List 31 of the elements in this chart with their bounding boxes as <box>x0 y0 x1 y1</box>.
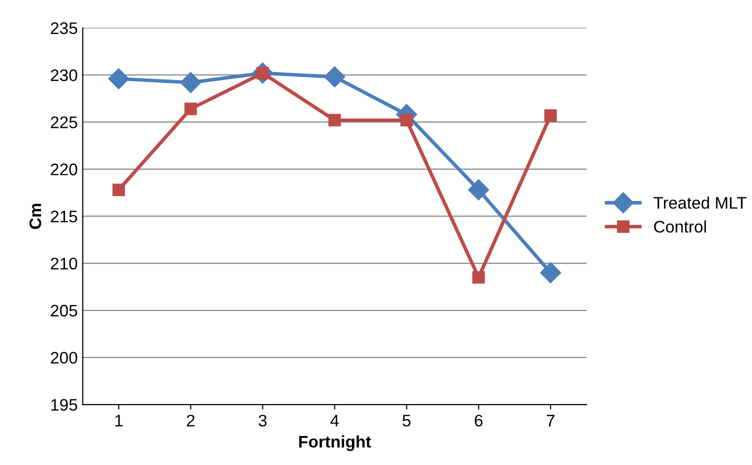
x-tick-label: 7 <box>546 414 554 426</box>
x-tick-label: 5 <box>402 414 411 427</box>
y-tick-label: 215 <box>50 210 78 222</box>
x-tick-label: 4 <box>330 414 339 426</box>
point <box>180 72 202 94</box>
point <box>112 184 125 196</box>
legend-label: Control <box>654 220 706 233</box>
x-tick-label: 3 <box>258 414 267 427</box>
y-tick-label: 210 <box>50 258 78 270</box>
point <box>184 102 197 116</box>
y-tick-label: 220 <box>50 164 78 176</box>
x-tick-label: 1 <box>115 414 123 426</box>
point <box>108 68 130 90</box>
legend-label: Treated MLT <box>654 196 746 209</box>
point <box>400 114 413 126</box>
y-tick-label: 230 <box>50 69 78 82</box>
point <box>328 114 341 126</box>
x-tick-label: 6 <box>474 414 482 427</box>
point <box>324 66 346 88</box>
point <box>468 179 490 200</box>
point <box>544 109 557 122</box>
y-tick-label: 200 <box>50 352 78 364</box>
point <box>472 271 485 284</box>
x-tick-label: 2 <box>186 414 194 426</box>
y-tick-label: 195 <box>51 398 78 411</box>
y-axis-title: Cm <box>29 204 42 229</box>
x-axis-title: Fortnight <box>299 435 371 451</box>
y-tick-label: 235 <box>50 22 78 34</box>
y-tick-label: 225 <box>50 116 78 128</box>
y-tick-label: 205 <box>50 304 78 317</box>
point <box>540 262 562 284</box>
